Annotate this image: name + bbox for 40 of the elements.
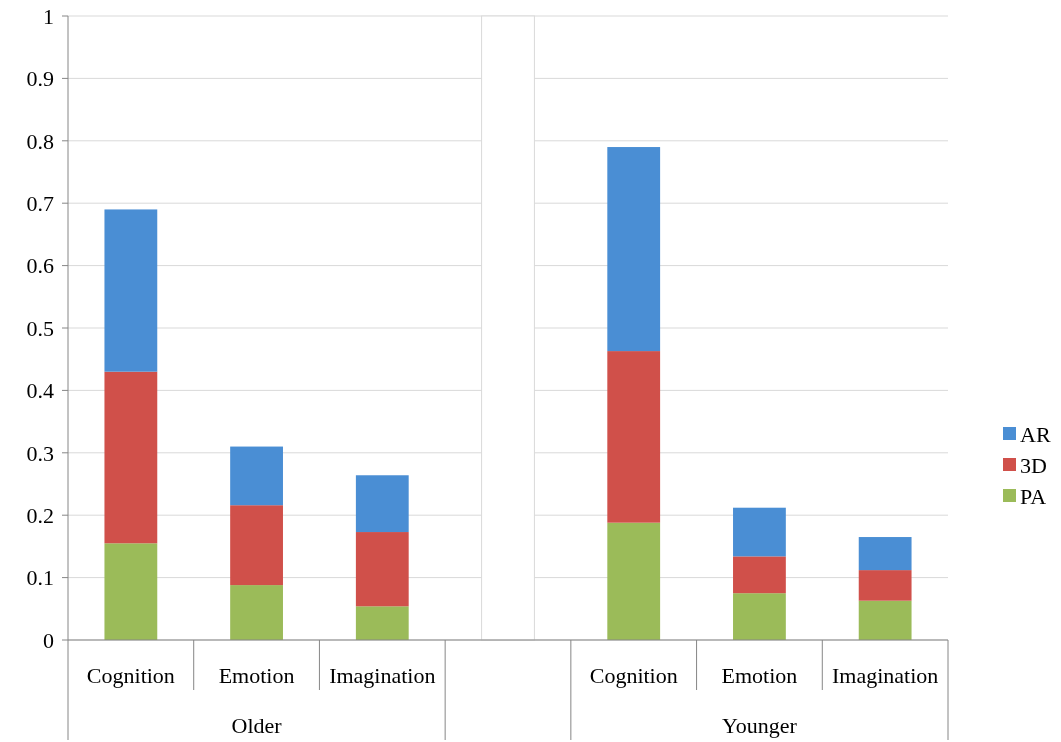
legend-label: AR (1020, 421, 1051, 447)
bar (858, 537, 912, 571)
x-tick-label: Emotion (721, 662, 798, 688)
bar (230, 585, 283, 640)
bar (230, 446, 283, 506)
x-tick-label: Emotion (218, 662, 295, 688)
y-tick-label: 0.5 (26, 315, 54, 341)
y-tick-label: 0 (43, 627, 54, 653)
x-tick-label: Imagination (329, 662, 436, 688)
y-tick-label: 0.2 (26, 502, 54, 528)
bar (733, 593, 786, 640)
bar (858, 600, 912, 640)
y-tick-label: 0.7 (26, 190, 54, 216)
text: Older (231, 712, 283, 738)
bar (104, 371, 158, 544)
bar (104, 209, 158, 372)
y-tick-label: 0.6 (26, 253, 54, 279)
legend-label: 3D (1020, 452, 1047, 478)
bar (607, 522, 661, 640)
text: Younger (722, 712, 798, 738)
y-tick-label: 0.9 (26, 66, 54, 92)
bar (230, 505, 283, 586)
bar (733, 507, 786, 557)
bar (607, 147, 661, 352)
y-tick-label: 0.3 (26, 440, 54, 466)
x-tick-label: Cognition (86, 662, 175, 688)
y-tick-label: 0.1 (26, 565, 54, 591)
bar (607, 351, 661, 523)
x-tick-label: Imagination (831, 662, 939, 688)
legend-label: PA (1020, 483, 1047, 509)
y-tick-label: 0.4 (26, 378, 54, 404)
x-tick-label: Cognition (589, 662, 678, 688)
bar (104, 543, 158, 640)
bar (355, 475, 409, 533)
bar (355, 532, 409, 607)
bar (355, 606, 409, 640)
bar (858, 570, 912, 601)
y-tick-label: 0.8 (26, 128, 54, 154)
y-tick-label: 1 (43, 3, 54, 29)
bar (733, 556, 786, 594)
